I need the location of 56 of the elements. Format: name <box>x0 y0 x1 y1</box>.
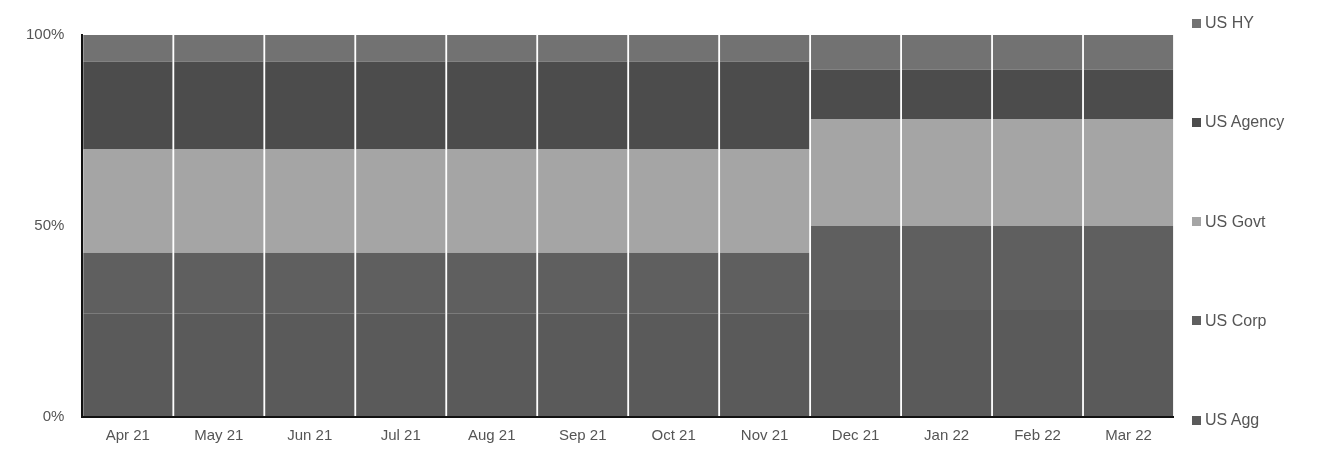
bar <box>1083 35 1174 70</box>
x-tick-label: Mar 22 <box>1105 426 1152 444</box>
legend-label: US Agg <box>1205 411 1260 429</box>
bar <box>992 35 1083 70</box>
bar <box>629 61 719 150</box>
bar <box>992 69 1083 120</box>
bar <box>265 61 355 150</box>
bar <box>720 149 810 253</box>
bar <box>1083 119 1174 226</box>
x-tick-label: Jan 22 <box>924 426 970 444</box>
x-tick-label: May 21 <box>194 426 244 444</box>
x-tick-label: Aug 21 <box>467 426 516 444</box>
bar <box>811 35 901 70</box>
bar <box>83 35 173 62</box>
x-tick-label: Apr 21 <box>105 426 150 444</box>
x-tick-label: Dec 21 <box>831 426 880 444</box>
bar <box>265 35 355 62</box>
bar <box>538 35 628 62</box>
legend-label: US Agency <box>1205 113 1285 132</box>
bar <box>902 119 992 226</box>
x-tick-label: Oct 21 <box>651 426 696 444</box>
bar <box>356 149 446 253</box>
bar <box>174 35 264 62</box>
bar <box>902 69 992 120</box>
bar <box>992 119 1083 226</box>
legend-label: US Govt <box>1205 212 1266 231</box>
bar <box>538 61 628 150</box>
bar <box>629 35 719 62</box>
bar <box>356 35 446 62</box>
bar <box>538 149 628 253</box>
x-tick-label: Sep 21 <box>558 426 607 444</box>
bar <box>174 149 264 253</box>
bar <box>1083 69 1174 120</box>
bar <box>629 149 719 253</box>
bar <box>720 61 810 150</box>
bar <box>265 149 355 253</box>
y-tick-label: 100% <box>25 25 65 43</box>
x-tick-label: Nov 21 <box>740 426 789 444</box>
bar <box>83 61 173 150</box>
bar <box>447 61 537 150</box>
bar <box>720 35 810 62</box>
y-tick-label: 50% <box>34 216 65 234</box>
bar <box>811 69 901 120</box>
bar <box>174 61 264 150</box>
bar <box>811 119 901 226</box>
legend-label: US Corp <box>1205 311 1267 330</box>
x-tick-label: Feb 22 <box>1014 426 1061 444</box>
x-tick-label: Jun 21 <box>287 426 333 444</box>
bar <box>902 35 992 70</box>
bar <box>447 35 537 62</box>
y-tick-label: 0% <box>42 407 65 425</box>
x-tick-label: Jul 21 <box>380 426 421 444</box>
legend-label: US HY <box>1205 14 1254 32</box>
bar <box>83 149 173 253</box>
bar <box>447 149 537 253</box>
bar <box>356 61 446 150</box>
